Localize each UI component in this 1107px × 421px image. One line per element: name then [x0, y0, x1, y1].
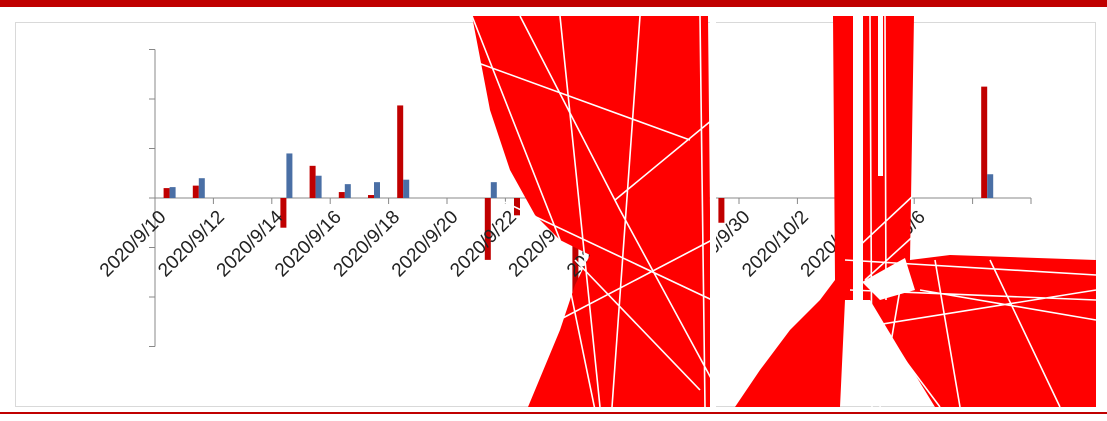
- bar-series1-7: [368, 195, 374, 198]
- bar-series1-11: [484, 198, 491, 260]
- bar-series2-1: [198, 178, 205, 198]
- bars-layer: [163, 86, 994, 312]
- bar-series2-8: [403, 179, 410, 198]
- bottom-accent-line: [0, 412, 1107, 414]
- bar-series1-12: [514, 198, 520, 216]
- bar-series2-6: [344, 184, 351, 198]
- bar-series1-1: [192, 185, 199, 198]
- bar-series1-5: [309, 165, 316, 198]
- bar-series2-7: [374, 182, 380, 198]
- bar-series2-4: [286, 153, 293, 198]
- bar-series1-14: [572, 198, 579, 312]
- red-overlay-graphic: [469, 15, 1097, 411]
- bar-series1-28: [981, 86, 988, 198]
- bar-series1-6: [338, 192, 345, 198]
- bar-series2-0: [169, 187, 176, 198]
- bar-series1-4: [280, 198, 287, 228]
- x-tick-labels: 2020/9/102020/9/122020/9/142020/9/162020…: [96, 206, 930, 281]
- bar-series1-0: [163, 188, 170, 198]
- bar-series2-28: [987, 174, 994, 198]
- bar-series1-19: [718, 198, 725, 223]
- top-accent-bar: [0, 0, 1107, 7]
- bar-series2-11: [490, 182, 497, 198]
- bar-series1-8: [397, 105, 404, 198]
- bar-series2-5: [315, 175, 322, 198]
